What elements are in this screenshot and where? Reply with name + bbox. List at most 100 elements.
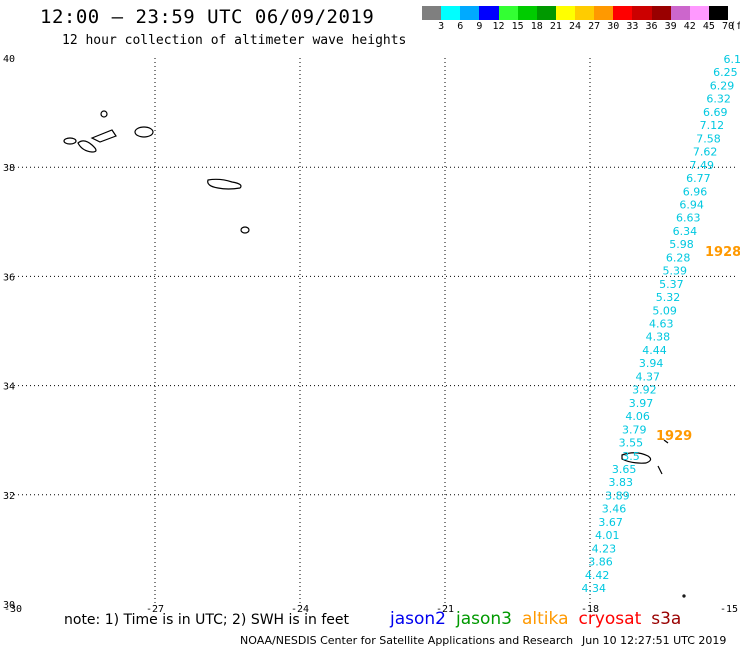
- latitude-label: 36: [3, 272, 15, 283]
- color-scale-label: 12: [492, 21, 505, 32]
- color-swatch: [498, 6, 518, 20]
- color-swatch: [479, 6, 499, 20]
- satellite-legend: jason2 jason3 altika cryosat s3a: [390, 609, 691, 629]
- swh-value: 7.62: [693, 146, 718, 159]
- swh-value: 5.37: [659, 278, 684, 291]
- color-scale-bar: [422, 6, 728, 20]
- swh-value: 6.32: [706, 93, 731, 106]
- color-swatch: [651, 6, 671, 20]
- color-swatch: [517, 6, 537, 20]
- swh-value: 3.67: [598, 516, 623, 529]
- island-corvo: [100, 110, 108, 118]
- longitude-label: -18: [581, 604, 599, 615]
- latitude-label: 32: [3, 491, 15, 502]
- graticule: [10, 58, 735, 604]
- latitude-label: 40: [3, 54, 15, 65]
- swh-value: 4.44: [642, 344, 667, 357]
- color-swatch: [708, 6, 728, 20]
- altimeter-track: 6.16.256.296.326.697.127.587.627.496.776…: [582, 53, 740, 595]
- swh-value: 4.01: [595, 529, 620, 542]
- color-scale-label: 15: [511, 21, 524, 32]
- island-porto-santo: [663, 439, 669, 444]
- color-swatch: [422, 6, 442, 20]
- pass-label-1929: 1929: [656, 429, 692, 444]
- swh-value: 3.55: [619, 437, 644, 450]
- azores-islands: [63, 110, 250, 234]
- pass-label-1928: 1928: [705, 245, 740, 260]
- color-swatch: [632, 6, 652, 20]
- color-swatch: [441, 6, 461, 20]
- longitude-label: -24: [291, 604, 309, 615]
- swh-value: 3.92: [632, 384, 657, 397]
- legend-jason3: jason3: [456, 609, 512, 629]
- swh-value: 6.96: [683, 185, 708, 198]
- color-scale-label: 18: [530, 21, 543, 32]
- swh-value: 3.89: [605, 489, 630, 502]
- latitude-label: 38: [3, 163, 15, 174]
- swh-value: 5.32: [656, 291, 681, 304]
- color-scale-label: 3: [438, 21, 445, 32]
- color-swatch: [555, 6, 575, 20]
- color-scale-label: 24: [568, 21, 582, 32]
- island-madeira: [621, 452, 652, 464]
- swh-value: 6.34: [673, 225, 698, 238]
- island-sao-jorge: [90, 129, 117, 143]
- swh-value: 7.12: [700, 119, 725, 132]
- latitude-label: 34: [3, 382, 15, 393]
- color-swatch: [536, 6, 556, 20]
- color-swatch: [670, 6, 690, 20]
- swh-value: 4.06: [625, 410, 650, 423]
- swh-value: 3.83: [609, 476, 634, 489]
- swh-value: 4.38: [646, 331, 671, 344]
- island-terceira: [134, 126, 154, 138]
- swh-value: 3.86: [588, 556, 613, 569]
- swh-value: 3.46: [602, 503, 627, 516]
- color-scale-label: 70: [721, 21, 735, 32]
- legend-altika: altika: [522, 609, 569, 629]
- longitude-label: -21: [436, 604, 454, 615]
- color-scale-label: 42: [683, 21, 696, 32]
- island-flores: [63, 137, 77, 145]
- latitude-labels: 40 38 36 34 32 30: [3, 54, 15, 611]
- color-swatch: [460, 6, 480, 20]
- map-subtitle: 12 hour collection of altimeter wave hei…: [62, 33, 407, 48]
- legend-s3a: s3a: [651, 609, 682, 629]
- generated-timestamp: Jun 10 12:27:51 UTC 2019: [582, 634, 727, 647]
- color-swatch: [594, 6, 614, 20]
- color-scale-label: 30: [607, 21, 620, 32]
- credit-line: NOAA/NESDIS Center for Satellite Applica…: [240, 634, 574, 647]
- swh-value: 6.25: [713, 66, 738, 79]
- color-swatch: [575, 6, 595, 20]
- island-desertas: [657, 465, 663, 475]
- madeira-islands: [621, 439, 686, 598]
- island-sao-miguel: [207, 178, 242, 190]
- color-swatch: [613, 6, 633, 20]
- longitude-label: -27: [146, 604, 164, 615]
- swh-value: 6.63: [676, 212, 701, 225]
- swh-value: 4.37: [636, 370, 661, 383]
- longitude-label: -15: [720, 604, 738, 615]
- swh-value: 6.1: [724, 53, 740, 66]
- color-scale-label: 27: [588, 21, 601, 32]
- color-scale-label: 45: [702, 21, 715, 32]
- swh-value: 4.34: [582, 582, 607, 595]
- swh-value: 5.09: [652, 304, 677, 317]
- swh-value: 5.98: [669, 238, 694, 251]
- island-selvagens: [682, 594, 686, 598]
- color-scale-label: 6: [457, 21, 464, 32]
- color-scale-label: 33: [626, 21, 639, 32]
- island-santa-maria: [240, 226, 250, 234]
- swh-value: 7.58: [696, 132, 721, 145]
- color-swatch: [689, 6, 709, 20]
- swh-value: 6.28: [666, 251, 691, 264]
- color-scale-label: 36: [645, 21, 658, 32]
- latitude-label: 30: [3, 600, 15, 611]
- plot-area: [10, 58, 735, 604]
- swh-value: 4.63: [649, 318, 674, 331]
- swh-value: 7.49: [690, 159, 715, 172]
- swh-value: 4.42: [585, 569, 610, 582]
- color-scale-label: 9: [476, 21, 483, 32]
- footnote: note: 1) Time is in UTC; 2) SWH is in fe…: [64, 612, 350, 628]
